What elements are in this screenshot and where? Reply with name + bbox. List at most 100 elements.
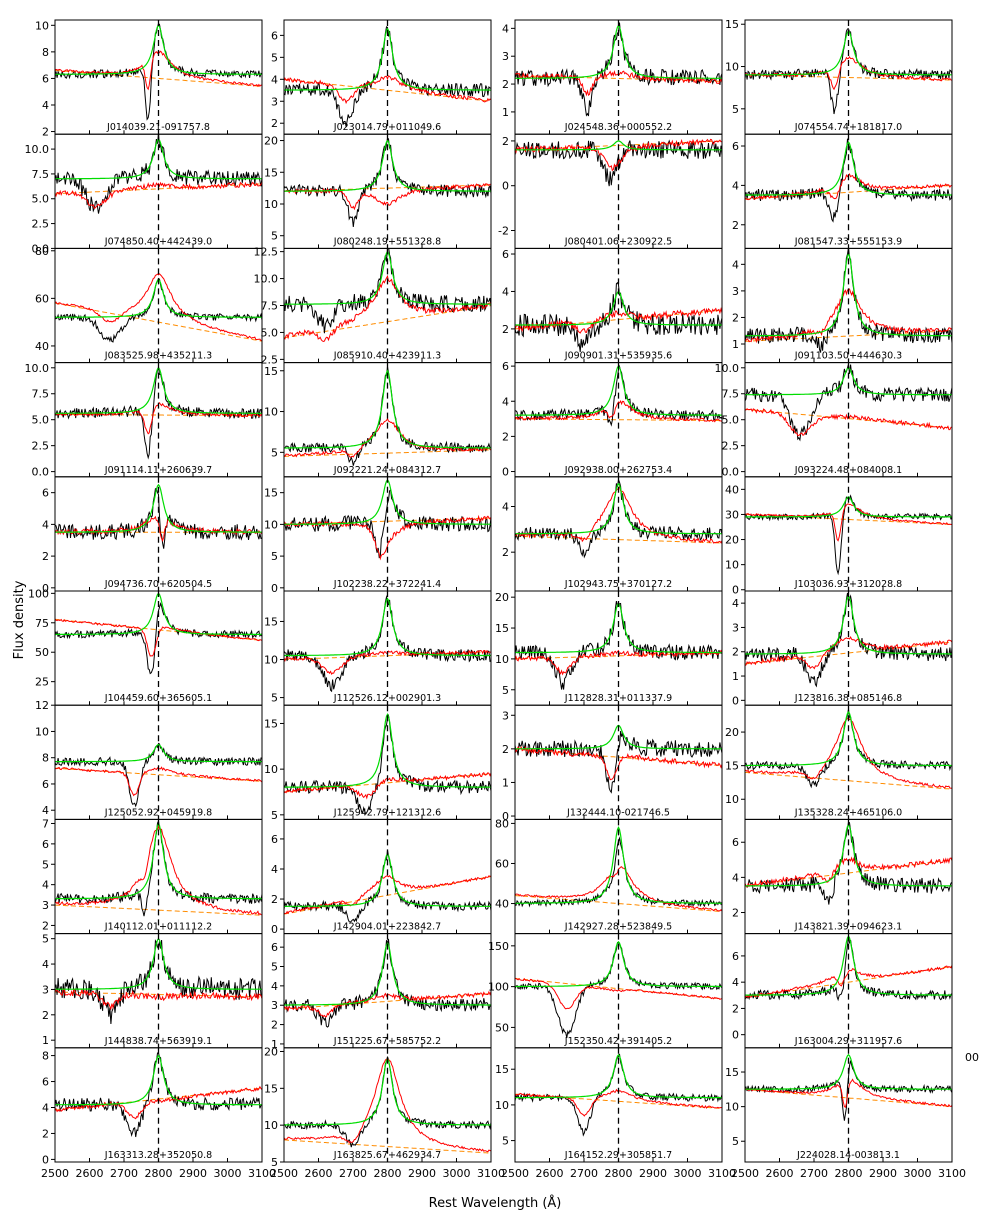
model-spectrum [55, 483, 262, 533]
panel: 1 2 3 4 J024548.36+000552.2 [502, 19, 723, 135]
y-tick-label: 2 [42, 550, 49, 563]
panel-label: J085910.40+423911.3 [333, 351, 441, 362]
x-tick-label: 2500 [731, 1167, 759, 1180]
panel-label: J152350.42+391405.2 [564, 1036, 672, 1047]
composite-spectrum [515, 866, 722, 912]
plot-area [284, 933, 491, 1048]
panel: 40 60 80 J142927.28+523849.5 [495, 817, 723, 935]
y-tick-label: 6 [271, 29, 278, 42]
y-tick-label: 10 [725, 1101, 739, 1114]
composite-spectrum [284, 274, 491, 343]
panel-label: J163825.67+462934.7 [333, 1150, 441, 1161]
y-tick-label: 3 [42, 899, 49, 912]
model-spectrum [55, 1054, 262, 1106]
x-tick-label: 2900 [639, 1167, 667, 1180]
y-tick-label: 2 [502, 430, 509, 443]
plot-area [745, 591, 952, 706]
panel: 2 4 6 J081547.33+555153.9 [732, 133, 953, 249]
y-tick-label: 5 [502, 1135, 509, 1148]
panel-frame [283, 19, 492, 135]
x-tick-label: 3000 [214, 1167, 242, 1180]
y-tick-label: 2 [42, 1127, 49, 1140]
panel-label: J164152.29+305851.7 [564, 1150, 672, 1161]
y-tick-label: 15 [264, 1082, 278, 1095]
plot-area [55, 933, 262, 1048]
y-tick-label: 1 [502, 106, 509, 119]
x-tick-label: 3100 [938, 1167, 966, 1180]
y-tick-label: 10 [725, 61, 739, 74]
y-tick-label: 4 [732, 597, 739, 610]
y-tick-label: 60 [495, 857, 509, 870]
x-tick-label: 3100 [248, 1167, 276, 1180]
y-tick-label: 2 [271, 1019, 278, 1032]
composite-spectrum [745, 636, 952, 670]
y-tick-label: 15 [495, 1063, 509, 1076]
panel: 2 4 6 J143821.39+094623.1 [732, 818, 953, 935]
panel-frame [54, 247, 263, 364]
plot-area [55, 1047, 262, 1162]
panel-label: J125052.92+045919.8 [104, 807, 212, 818]
continuum-line [284, 517, 491, 525]
y-tick-label: 75 [35, 617, 49, 630]
y-tick-label: 2.5 [722, 440, 740, 453]
plot-area [284, 362, 491, 477]
y-tick-label: 7.5 [32, 388, 50, 401]
model-spectrum [745, 1053, 952, 1090]
y-tick-label: 5 [502, 684, 509, 697]
observed-spectrum [284, 26, 491, 127]
composite-spectrum [284, 75, 491, 105]
panel: -2 0 2 J080401.06+230922.5 [498, 133, 723, 249]
panel-label: J140112.01+011112.2 [104, 922, 212, 933]
y-tick-label: 50 [35, 646, 49, 659]
panel: 0 1 2 3 J132444.10-021746.5 [502, 704, 723, 823]
panel: 2 4 6 J090901.31+535935.6 [502, 247, 723, 364]
y-tick-label: 15 [725, 760, 739, 773]
y-tick-label: 15 [725, 18, 739, 31]
panel-label: J142927.28+523849.5 [564, 922, 672, 933]
y-tick-label: 100 [28, 587, 49, 600]
panel-label: J144838.74+563919.1 [104, 1036, 212, 1047]
panel-frame [54, 590, 263, 706]
x-tick-label: 2800 [605, 1167, 633, 1180]
x-tick-label: 3000 [443, 1167, 471, 1180]
panel-label: J135328.24+465106.0 [794, 807, 902, 818]
observed-spectrum [55, 134, 262, 214]
plot-area [284, 1047, 491, 1162]
y-tick-label: 3 [732, 621, 739, 634]
panel: 0 2 4 6 J092938.00+262753.4 [502, 360, 723, 479]
composite-spectrum [515, 649, 722, 676]
composite-spectrum [515, 485, 722, 544]
composite-spectrum [55, 273, 262, 342]
continuum-line [284, 993, 491, 1010]
panel: 5 10 15 2500 2600 2700 2800 2900 3000 3100 J164152… [495, 1047, 736, 1180]
y-tick-label: 6 [271, 941, 278, 954]
panel-frame [514, 247, 723, 364]
panel-label: J163004.29+311957.6 [794, 1036, 902, 1047]
x-tick-label: 2700 [800, 1167, 828, 1180]
y-tick-label: 7.5 [32, 168, 50, 181]
panel-label: J102238.22+372241.4 [333, 579, 441, 590]
y-tick-label: 20 [264, 135, 278, 148]
continuum-line [745, 184, 952, 200]
model-spectrum [284, 139, 491, 192]
panel-frame [283, 1047, 492, 1163]
plot-area [55, 20, 262, 135]
y-tick-label: 5 [42, 858, 49, 871]
panel-label: J093224.48+084008.1 [794, 465, 902, 476]
y-tick-label: 0.0 [32, 242, 50, 255]
panel: 0.0 2.5 5.0 7.5 10.0 J093224.48+084008.1 [715, 362, 953, 479]
composite-spectrum [284, 417, 491, 458]
y-tick-label: 3 [502, 50, 509, 63]
panel: 5 10 15 20 J112828.31+011337.9 [495, 590, 723, 706]
model-spectrum [55, 743, 262, 763]
model-spectrum [515, 940, 722, 988]
composite-spectrum [284, 514, 491, 561]
y-tick-label: 0 [502, 180, 509, 193]
y-tick-label: 2.5 [32, 440, 50, 453]
y-tick-label: 6 [732, 140, 739, 153]
panel-label: J091103.50+444630.3 [794, 351, 902, 362]
panel: 2 3 4 5 6 7 J140112.01+011112.2 [42, 817, 263, 935]
composite-spectrum [55, 181, 262, 210]
y-tick-label: 1 [732, 670, 739, 683]
